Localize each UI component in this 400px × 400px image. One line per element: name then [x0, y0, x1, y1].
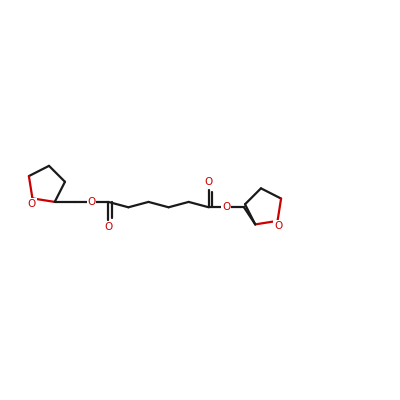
- Text: O: O: [87, 197, 96, 207]
- Text: O: O: [104, 222, 112, 232]
- Text: O: O: [205, 178, 213, 188]
- Text: O: O: [274, 221, 282, 231]
- Text: O: O: [28, 198, 36, 208]
- Text: O: O: [222, 202, 230, 212]
